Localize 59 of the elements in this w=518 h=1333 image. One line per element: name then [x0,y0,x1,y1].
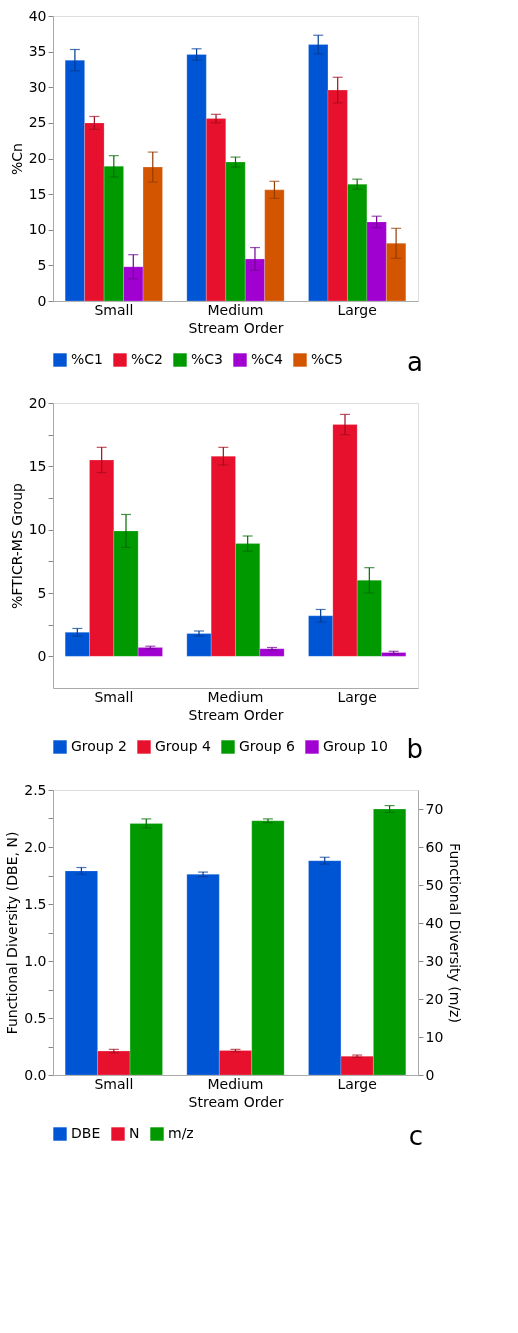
y-tick-label: 20 [28,394,47,411]
text: a [407,347,423,377]
y-tick-label: 1.0 [24,952,47,969]
x-tick-label: Small [94,1075,134,1092]
y-tick-label: 5 [37,256,47,273]
legend-label: %C3 [191,351,223,367]
y2-tick-label: 30 [425,952,444,969]
y2-tick-label: 50 [425,876,444,893]
y-tick-label: 2.0 [24,838,47,855]
x-axis-title: Stream Order [188,1093,284,1110]
x-tick-label: Medium [207,301,264,318]
text: b [406,734,423,764]
legend-label: Group 6 [239,738,296,754]
y-axis-title: %FTICR-MS Group [8,482,25,609]
y2-tick-label: 10 [425,1028,444,1045]
y-tick-label: 15 [28,185,47,202]
legend-label: %C1 [71,351,103,367]
x-tick-label: Small [94,301,134,318]
legend-label: N [129,1125,140,1141]
y2-tick-label: 40 [425,914,444,931]
y-tick-label: 30 [28,78,47,95]
y-tick-label: 0 [37,647,47,664]
legend-label: %C5 [311,351,343,367]
x-tick-label: Large [337,301,377,318]
x-tick-label: Medium [207,688,264,705]
x-tick-label: Medium [207,1075,264,1092]
y-tick-label: 10 [28,521,47,538]
y2-axis-title: Functional Diversity (m/z) [447,843,464,1023]
x-axis-title: Stream Order [188,706,284,723]
x-axis-title: Stream Order [188,319,284,336]
y-axis-title: Functional Diversity (DBE, N) [4,831,21,1035]
y-tick-label: 0.0 [24,1066,47,1083]
y-tick-label: 15 [28,457,47,474]
legend-label: DBE [71,1125,101,1141]
y-tick-label: 1.5 [24,895,47,912]
x-tick-label: Large [337,688,377,705]
legend-label: Group 2 [71,738,127,754]
x-tick-label: Small [94,688,134,705]
y-tick-label: 25 [28,114,47,131]
legend-label: m/z [168,1125,194,1141]
y2-tick-label: 20 [425,990,444,1007]
text: c [408,1121,423,1151]
y-tick-label: 2.5 [24,781,47,798]
x-tick-label: Large [337,1075,377,1092]
y-tick-label: 0.5 [24,1009,47,1026]
y-tick-label: 35 [28,43,47,60]
y2-tick-label: 0 [425,1066,435,1083]
y2-tick-label: 70 [425,800,444,817]
y-tick-label: 0 [37,292,47,309]
legend-label: %C2 [131,351,163,367]
y2-tick-label: 60 [425,838,444,855]
y-tick-label: 10 [28,221,47,238]
y-tick-label: 40 [28,7,47,24]
legend-label: %C4 [251,351,284,367]
y-tick-label: 5 [37,584,47,601]
legend-label: Group 10 [323,738,388,754]
y-tick-label: 20 [28,150,47,166]
y-axis-title: %Cn [8,143,25,175]
legend-label: Group 4 [155,738,212,754]
